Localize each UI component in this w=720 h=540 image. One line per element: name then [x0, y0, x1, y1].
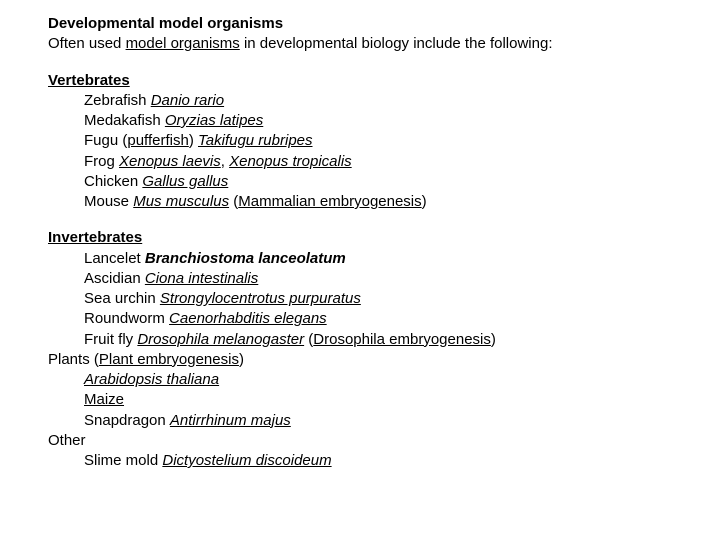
common-name: Slime mold — [84, 452, 158, 469]
plants-label: Plants — [48, 351, 90, 368]
list-item: Lancelet Branchiostoma lanceolatum — [48, 249, 720, 269]
section-invertebrates: Invertebrates Lancelet Branchiostoma lan… — [48, 228, 720, 471]
list-item: Snapdragon Antirrhinum majus — [48, 411, 720, 431]
other-label: Other — [48, 431, 720, 451]
document-body: Developmental model organisms Often used… — [0, 0, 720, 471]
list-item: Medakafish Oryzias latipes — [48, 111, 720, 131]
link-scientific-name[interactable]: Gallus gallus — [142, 173, 228, 190]
common-name: Mouse — [84, 193, 129, 210]
scientific-name: Branchiostoma lanceolatum — [145, 250, 346, 267]
list-item: Frog Xenopus laevis, Xenopus tropicalis — [48, 152, 720, 172]
list-item: Arabidopsis thaliana — [48, 370, 720, 390]
list-item: Fruit fly Drosophila melanogaster (Droso… — [48, 330, 720, 350]
link-scientific-name[interactable]: Strongylocentrotus purpuratus — [160, 290, 361, 307]
link-pufferfish[interactable]: pufferfish — [127, 132, 188, 149]
link-scientific-name[interactable]: Oryzias latipes — [165, 112, 263, 129]
section-vertebrates: Vertebrates Zebrafish Danio rario Medaka… — [48, 71, 720, 213]
common-name: Roundworm — [84, 310, 165, 327]
common-name: Medakafish — [84, 112, 161, 129]
intro-line: Often used model organisms in developmen… — [48, 34, 720, 54]
list-item: Maize — [48, 390, 720, 410]
intro-prefix: Often used — [48, 35, 126, 52]
link-scientific-name[interactable]: Drosophila melanogaster — [137, 331, 304, 348]
common-name: Sea urchin — [84, 290, 156, 307]
list-item: Ascidian Ciona intestinalis — [48, 269, 720, 289]
common-name: Ascidian — [84, 270, 141, 287]
link-maize[interactable]: Maize — [84, 391, 124, 408]
paren-close: ) — [422, 193, 427, 210]
list-item: Mouse Mus musculus (Mammalian embryogene… — [48, 192, 720, 212]
paren-close: ) — [491, 331, 496, 348]
paren-close: ) — [239, 351, 244, 368]
link-scientific-name[interactable]: Arabidopsis thaliana — [84, 371, 219, 388]
common-name: Lancelet — [84, 250, 141, 267]
link-scientific-name[interactable]: Caenorhabditis elegans — [169, 310, 327, 327]
common-name: Chicken — [84, 173, 138, 190]
link-mammalian-embryogenesis[interactable]: Mammalian embryogenesis — [238, 193, 421, 210]
link-scientific-name[interactable]: Mus musculus — [133, 193, 229, 210]
link-model-organisms[interactable]: model organisms — [126, 35, 240, 52]
heading-invertebrates: Invertebrates — [48, 228, 720, 248]
list-item: Roundworm Caenorhabditis elegans — [48, 309, 720, 329]
link-plant-embryogenesis[interactable]: Plant embryogenesis — [99, 351, 239, 368]
list-item: Zebrafish Danio rario — [48, 91, 720, 111]
list-item: Fugu (pufferfish) Takifugu rubripes — [48, 131, 720, 151]
common-name: Snapdragon — [84, 412, 166, 429]
intro-suffix: in developmental biology include the fol… — [240, 35, 553, 52]
list-item: Sea urchin Strongylocentrotus purpuratus — [48, 289, 720, 309]
common-name: Zebrafish — [84, 92, 147, 109]
common-name: Fugu — [84, 132, 118, 149]
plants-line: Plants (Plant embryogenesis) — [48, 350, 720, 370]
link-scientific-name[interactable]: Dictyostelium discoideum — [162, 452, 331, 469]
common-name: Fruit fly — [84, 331, 133, 348]
page-title: Developmental model organisms — [48, 14, 720, 34]
list-item: Chicken Gallus gallus — [48, 172, 720, 192]
link-scientific-name[interactable]: Antirrhinum majus — [170, 412, 291, 429]
link-scientific-name[interactable]: Danio rario — [151, 92, 224, 109]
link-scientific-name[interactable]: Ciona intestinalis — [145, 270, 258, 287]
common-name: Frog — [84, 153, 115, 170]
link-scientific-name[interactable]: Xenopus tropicalis — [229, 153, 352, 170]
paren-close: ) — [189, 132, 194, 149]
link-scientific-name[interactable]: Takifugu rubripes — [198, 132, 313, 149]
link-scientific-name[interactable]: Xenopus laevis — [119, 153, 221, 170]
heading-vertebrates: Vertebrates — [48, 71, 720, 91]
link-drosophila-embryogenesis[interactable]: Drosophila embryogenesis — [313, 331, 491, 348]
comma: , — [221, 153, 225, 170]
list-item: Slime mold Dictyostelium discoideum — [48, 451, 720, 471]
